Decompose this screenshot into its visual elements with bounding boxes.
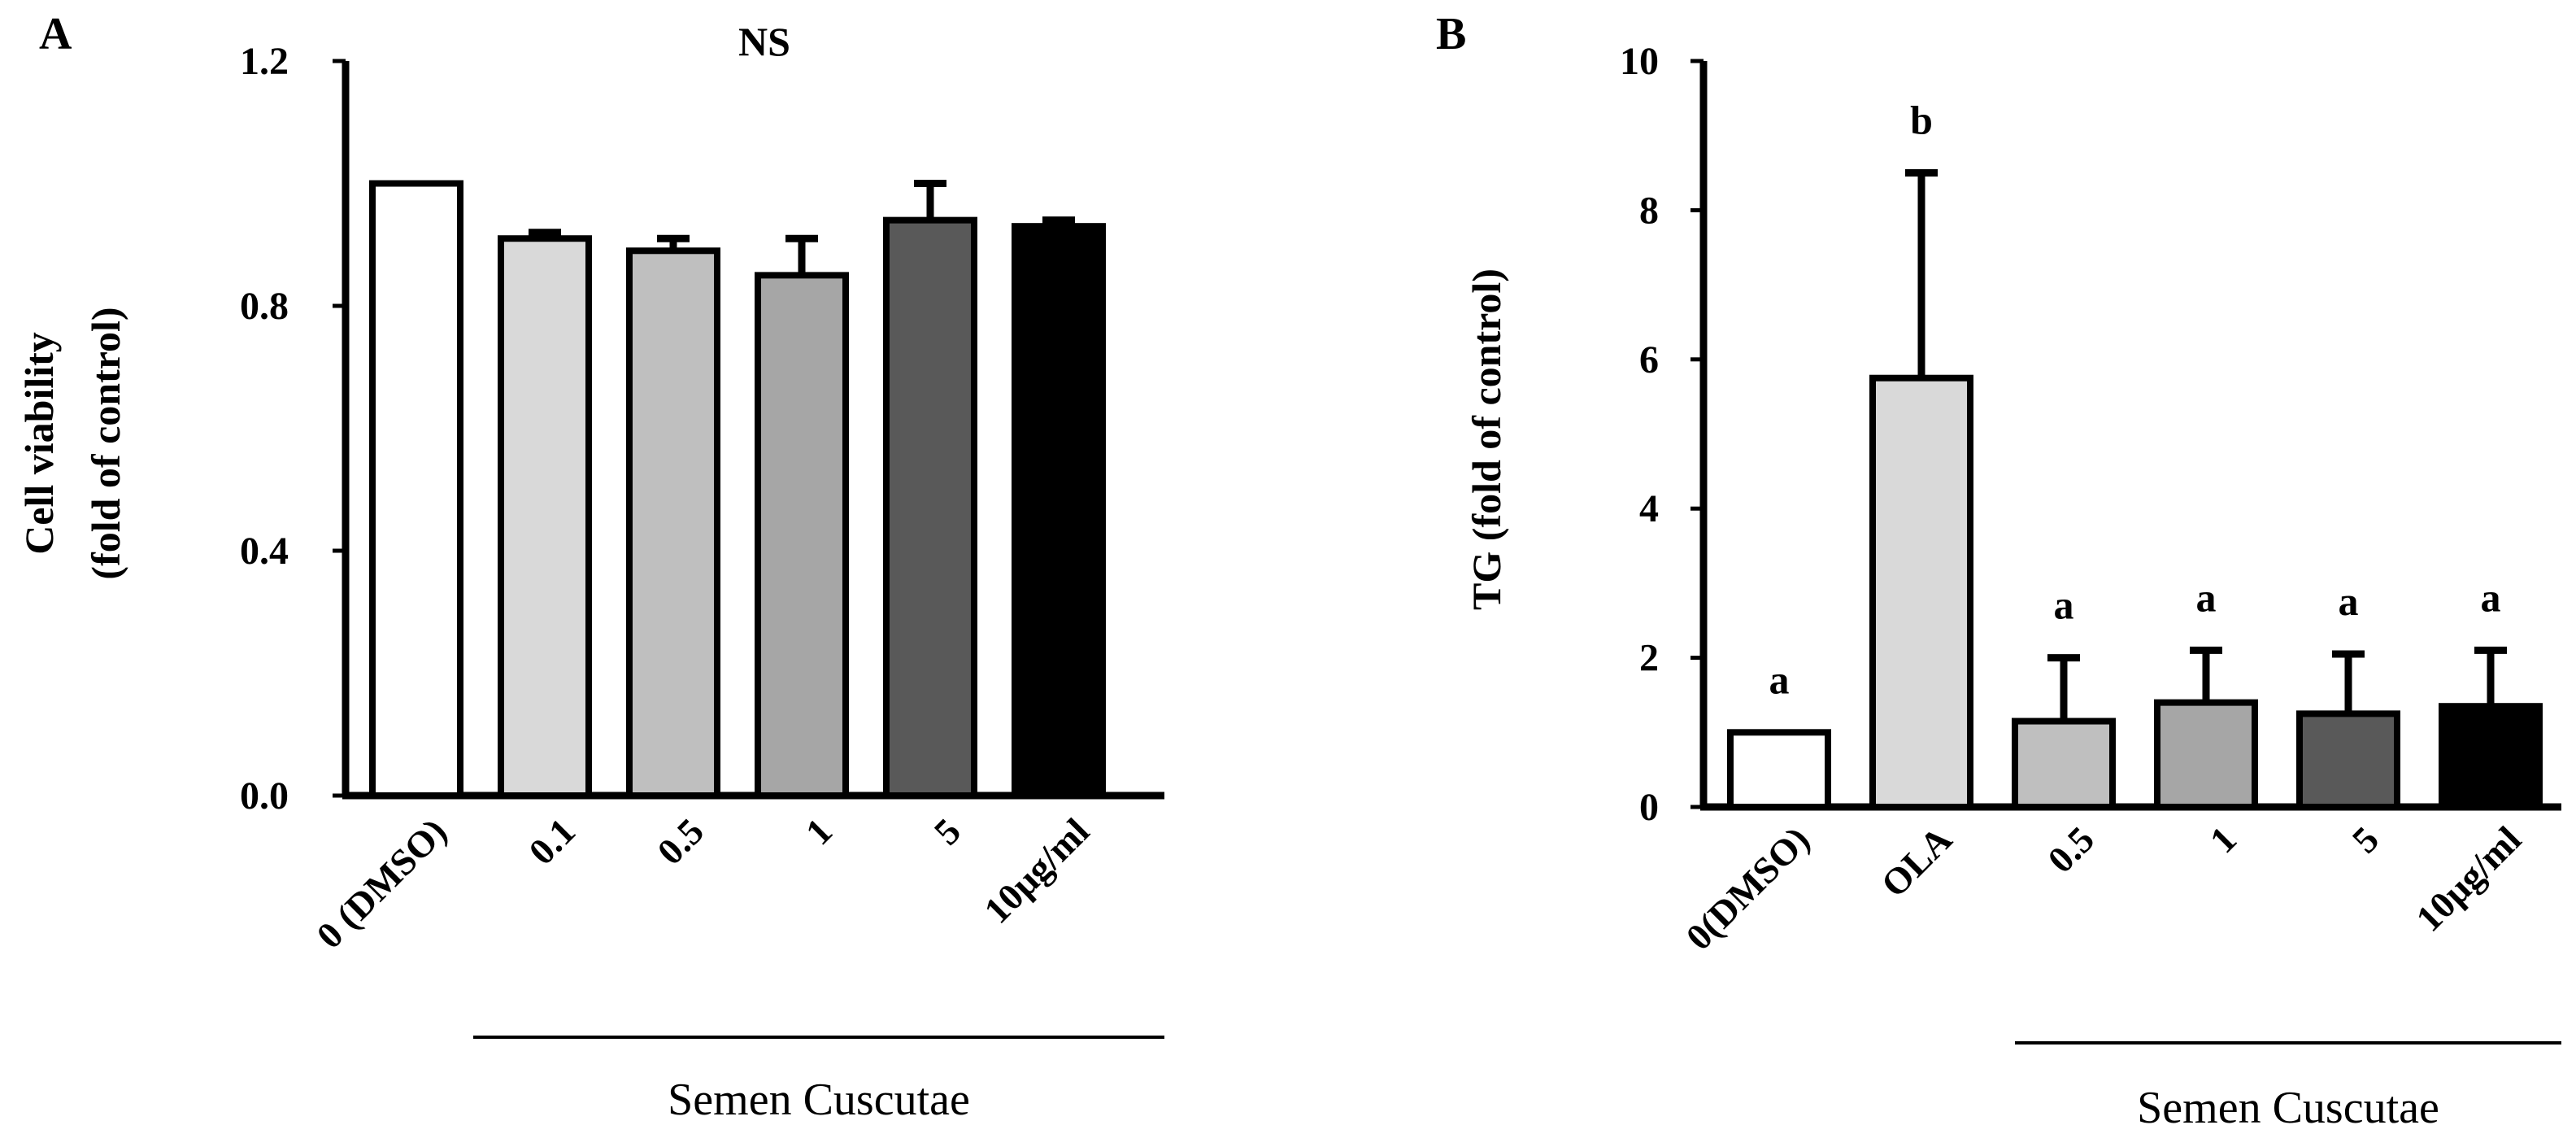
panel-b-bar <box>1727 729 1831 810</box>
panel-a-category-label: 10µg/ml <box>976 810 1097 931</box>
panel-b-y-tick-label: 2 <box>1639 637 1659 680</box>
panel-b-bar <box>2439 703 2543 811</box>
panel-a-y-tick-label: 0.4 <box>240 530 289 573</box>
panel-b-y-tick-label: 10 <box>1620 40 1659 83</box>
panel-a-y-tick-label: 0.0 <box>240 774 289 818</box>
panel-a-bar <box>1012 223 1106 799</box>
panel-a-bar <box>883 216 977 799</box>
panel-b-y-tick-label: 6 <box>1639 338 1659 382</box>
panel-a-bar <box>626 247 720 799</box>
panel-b-bar <box>2296 710 2400 810</box>
panel-b-significance-label: a <box>2196 574 2217 620</box>
panel-b-label: B <box>1436 9 1466 59</box>
panel-b-significance-label: a <box>2481 574 2501 620</box>
panel-a-y-tick-label: 0.8 <box>240 285 289 328</box>
panel-a-group-label: Semen Cuscutae <box>668 1075 970 1125</box>
panel-b-y-tick-label: 8 <box>1639 189 1659 232</box>
panel-a-y-axis-title: (fold of control) <box>83 307 128 579</box>
panel-b-group-label: Semen Cuscutae <box>2137 1083 2439 1133</box>
panel-b-category-label: 0(DMSO) <box>1677 818 1817 958</box>
panel-a-chart: 0.0 0.4 0.8 1.2 Cell viability (fold of contr… <box>16 19 1164 1125</box>
panel-b-significance-label: a <box>2054 582 2074 628</box>
panel-b-bar <box>2154 699 2258 810</box>
panel-a-bar <box>755 272 849 799</box>
panel-b-bar <box>2012 717 2116 810</box>
panel-a-category-label: 1 <box>798 810 840 853</box>
panel-b-category-label: 10µg/ml <box>2408 818 2529 940</box>
panel-b-bar <box>1869 374 1973 811</box>
panel-a-bar <box>369 180 463 799</box>
panel-b-significance-label: a <box>2339 578 2359 624</box>
panel-a-label: A <box>39 9 72 59</box>
panel-b-chart: 0 2 4 6 8 10 TG (fold of control) a 0(DMSO) b OLA a… <box>1464 40 2561 1133</box>
panel-a-category-label: 0.1 <box>520 810 583 873</box>
panel-a-category-label: 0 (DMSO) <box>308 810 455 957</box>
panel-a-y-tick-label: 1.2 <box>240 40 289 83</box>
panel-a-bar <box>498 235 592 800</box>
panel-b-y-tick-label: 0 <box>1639 786 1659 829</box>
panel-a-category-label: 0.5 <box>649 810 711 873</box>
panel-a-category-label: 5 <box>926 810 968 853</box>
panel-a-title: NS <box>738 19 790 64</box>
panel-b-y-axis-title: TG (fold of control) <box>1464 268 1509 610</box>
panel-b-significance-label: a <box>1769 656 1790 702</box>
panel-a-y-axis-title: Cell viability <box>16 332 62 555</box>
panel-b-category-label: 1 <box>2202 818 2244 861</box>
panel-b-category-label: 5 <box>2344 818 2387 861</box>
panel-b-significance-label: b <box>1910 98 1933 143</box>
panel-b-category-label: OLA <box>1873 818 1960 905</box>
panel-b-category-label: 0.5 <box>2039 818 2102 881</box>
panel-b-y-tick-label: 4 <box>1639 487 1659 530</box>
